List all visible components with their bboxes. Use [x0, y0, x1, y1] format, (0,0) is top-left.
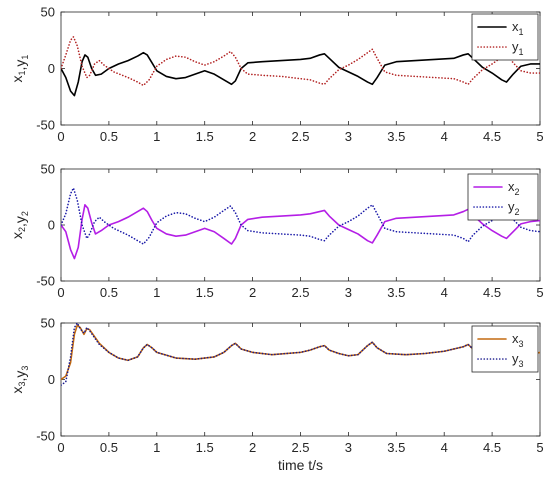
x-tick-label: 3.5	[387, 440, 405, 455]
plot-area	[60, 322, 541, 437]
x-tick-label: 2.5	[291, 129, 309, 144]
x-tick-label: 1.5	[196, 285, 214, 300]
x-tick-label: 5	[536, 285, 543, 300]
x-tick-label: 4	[441, 285, 448, 300]
x-tick-label: 0.5	[100, 440, 118, 455]
x-tick-label: 5	[536, 440, 543, 455]
series-line-y2	[61, 187, 540, 245]
y-tick-label: 50	[41, 316, 55, 331]
x-tick-label: 2.5	[291, 285, 309, 300]
legend-label-x2: x2	[508, 179, 520, 197]
x-tick-label: 3.5	[387, 129, 405, 144]
y-tick-label: 0	[48, 372, 55, 387]
y-tick-label: -50	[36, 274, 55, 289]
y-tick-label: -50	[36, 118, 55, 133]
legend-label-y3: y3	[512, 351, 524, 369]
legend-label-x1: x1	[512, 19, 524, 37]
x-tick-label: 3.5	[387, 285, 405, 300]
y-axis-label: x3,y3	[9, 366, 30, 394]
x-tick-label: 2	[249, 440, 256, 455]
x-tick-label: 4.5	[483, 129, 501, 144]
series-line-y3	[61, 323, 540, 386]
legend-label-y2: y2	[508, 199, 520, 217]
y-axis-label: x2,y2	[9, 211, 30, 239]
x-tick-label: 0	[57, 285, 64, 300]
legend-label-y1: y1	[512, 39, 524, 57]
x-tick-label: 1.5	[196, 129, 214, 144]
legend-box	[471, 13, 539, 61]
y-tick-label: -50	[36, 429, 55, 444]
series-line-y1	[61, 36, 540, 87]
legend-box	[471, 325, 539, 373]
x-tick-label: 2	[249, 129, 256, 144]
x-tick-label: 3	[345, 440, 352, 455]
x-tick-label: 0	[57, 440, 64, 455]
x-tick-label: 1	[153, 129, 160, 144]
legend-box	[467, 173, 539, 221]
series-line-x2	[61, 204, 540, 260]
x-axis-label: time t/s	[278, 457, 323, 473]
x-tick-label: 3	[345, 285, 352, 300]
y-tick-label: 0	[48, 61, 55, 76]
y-tick-label: 50	[41, 5, 55, 20]
series-line-x1	[61, 51, 540, 97]
x-tick-label: 4	[441, 129, 448, 144]
x-tick-label: 2.5	[291, 440, 309, 455]
x-tick-label: 4	[441, 440, 448, 455]
x-tick-label: 0	[57, 129, 64, 144]
x-tick-label: 4.5	[483, 285, 501, 300]
plot-area	[60, 11, 541, 126]
x-tick-label: 2	[249, 285, 256, 300]
x-tick-label: 1	[153, 440, 160, 455]
x-tick-label: 3	[345, 129, 352, 144]
legend-label-x3: x3	[512, 331, 524, 349]
x-tick-label: 0.5	[100, 129, 118, 144]
y-axis-label: x1,y1	[9, 55, 30, 83]
x-tick-label: 4.5	[483, 440, 501, 455]
x-tick-label: 5	[536, 129, 543, 144]
x-tick-label: 1	[153, 285, 160, 300]
y-tick-label: 50	[41, 162, 55, 177]
x-tick-label: 1.5	[196, 440, 214, 455]
x-tick-label: 0.5	[100, 285, 118, 300]
y-tick-label: 0	[48, 218, 55, 233]
plot-area	[60, 168, 541, 282]
